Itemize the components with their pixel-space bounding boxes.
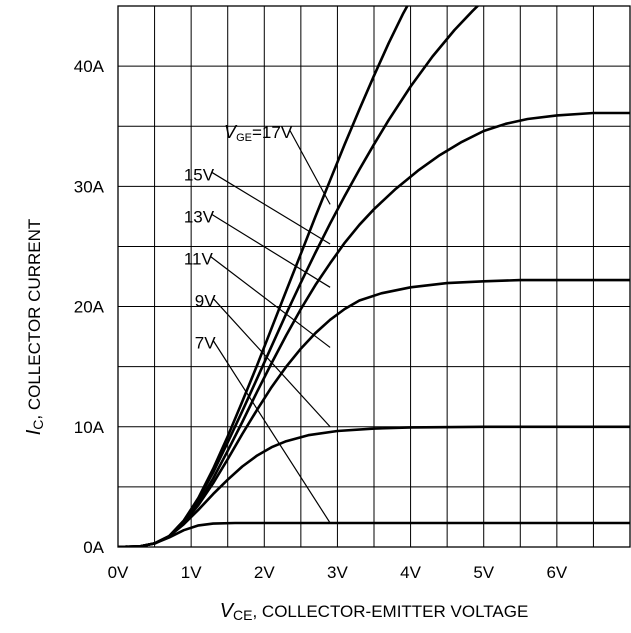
series-line-15v bbox=[118, 6, 480, 547]
curve-label-17v: VGE=17V bbox=[224, 122, 293, 144]
x-tick-label: 4V bbox=[400, 563, 421, 582]
series-line-13v bbox=[118, 111, 630, 547]
curve-label-7v: 7V bbox=[195, 334, 216, 353]
tick-labels: 0V 1V 2V 3V 4V 5V 6V 0A 10A 20A 30A 40A bbox=[74, 57, 568, 582]
y-tick-label: 20A bbox=[74, 298, 105, 317]
x-axis-symbol: V bbox=[220, 600, 235, 622]
curve-label-value: 17V bbox=[262, 123, 293, 142]
x-tick-label: 6V bbox=[546, 563, 567, 582]
y-axis-text: , COLLECTOR CURRENT bbox=[25, 219, 44, 420]
curve-label-11v: 11V bbox=[184, 249, 214, 268]
x-tick-label: 5V bbox=[473, 563, 494, 582]
y-tick-label: 40A bbox=[74, 57, 105, 76]
curves bbox=[118, 6, 630, 547]
x-tick-label: 0V bbox=[108, 563, 129, 582]
y-tick-label: 0A bbox=[83, 538, 104, 557]
y-tick-label: 10A bbox=[74, 418, 105, 437]
grid bbox=[117, 5, 631, 548]
curve-label-9v: 9V bbox=[195, 292, 216, 311]
legend-prefix-subscript: GE bbox=[236, 132, 252, 144]
x-tick-label: 2V bbox=[254, 563, 275, 582]
x-axis-title: VCE, COLLECTOR-EMITTER VOLTAGE bbox=[220, 600, 529, 623]
x-tick-label: 3V bbox=[327, 563, 348, 582]
curve-labels: 7V 9V 11V 13V 15V VGE=17V bbox=[184, 122, 293, 352]
y-axis-subscript: C bbox=[30, 420, 46, 430]
leader-line-11v bbox=[210, 256, 331, 348]
leader-line-13v bbox=[211, 213, 331, 288]
series-line-17v bbox=[118, 6, 409, 547]
y-axis-title: IC, COLLECTOR CURRENT bbox=[23, 219, 46, 436]
x-tick-label: 1V bbox=[181, 563, 202, 582]
leader-line-15v bbox=[211, 171, 331, 245]
curve-label-15v: 15V bbox=[184, 165, 215, 184]
legend-prefix-symbol: V bbox=[224, 122, 238, 142]
curve-label-13v: 13V bbox=[184, 207, 215, 226]
leader-line-17v bbox=[289, 129, 331, 205]
y-tick-label: 30A bbox=[74, 177, 105, 196]
legend-prefix-equals: = bbox=[252, 123, 262, 142]
leader-line-9v bbox=[212, 298, 331, 428]
x-axis-subscript: CE bbox=[233, 607, 252, 623]
y-axis-symbol: I bbox=[23, 429, 45, 435]
label-leaders bbox=[210, 129, 331, 524]
x-axis-text: , COLLECTOR-EMITTER VOLTAGE bbox=[252, 602, 528, 621]
leader-line-7v bbox=[212, 340, 331, 524]
